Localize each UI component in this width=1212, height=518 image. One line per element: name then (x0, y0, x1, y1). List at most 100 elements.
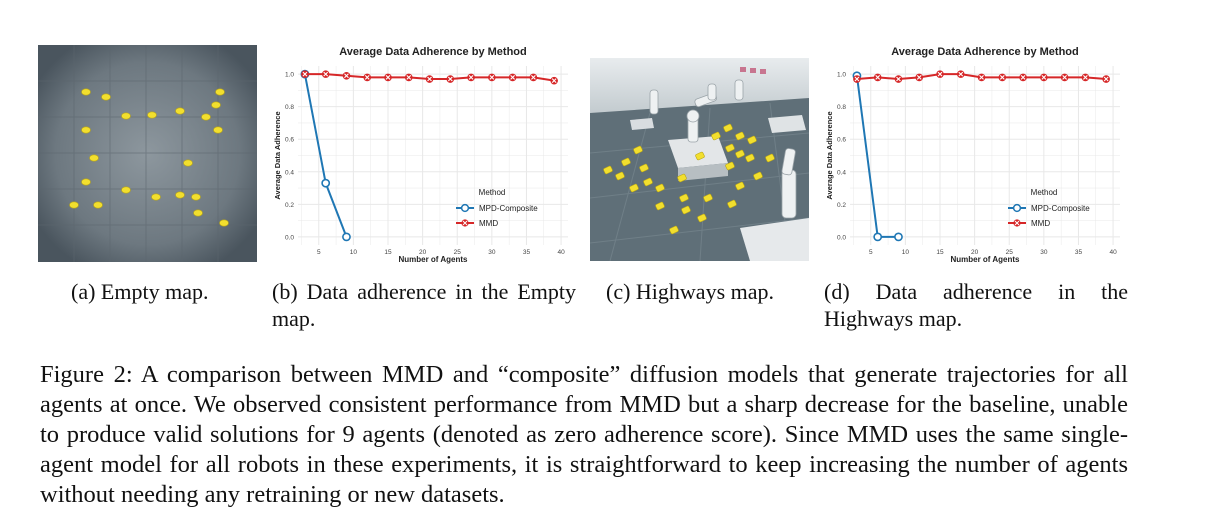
agent-marker (81, 126, 91, 134)
agent-marker (711, 131, 721, 141)
x-tick-label: 35 (523, 249, 531, 256)
y-tick-label: 0.8 (837, 104, 846, 111)
agent-marker (735, 181, 745, 191)
agent-marker (89, 154, 99, 162)
empty-map-render (38, 45, 257, 262)
data-point-mmd (956, 70, 965, 78)
agent-marker (697, 213, 707, 223)
agent-marker (725, 161, 735, 171)
agent-marker (629, 183, 639, 193)
empty-map-image (38, 45, 257, 262)
grid-lines (298, 66, 568, 245)
figure-caption: Figure 2: A comparison between MMD and “… (40, 360, 1128, 510)
legend-entry: MMD (479, 219, 498, 228)
chart-highways-map: Average Data Adherence by Method 0.0 0.2 0.… (820, 40, 1130, 265)
data-point-mmd (853, 75, 861, 83)
y-axis-label: Average Data Adherence (273, 111, 282, 199)
agent-marker (765, 153, 775, 163)
agent-marker (669, 225, 679, 235)
data-point-mmd (936, 70, 944, 78)
legend-entry: MPD-Composite (1031, 204, 1090, 213)
agent-marker (735, 149, 745, 159)
y-axis-label: Average Data Adherence (825, 111, 834, 199)
adherence-chart-empty: Average Data Adherence by Method 0.0 0.2 0.… (273, 46, 568, 264)
agent-marker (633, 145, 643, 155)
agent-marker (175, 191, 185, 199)
data-point-mmd (529, 73, 538, 82)
agent-marker (725, 143, 735, 153)
agent-marker (147, 111, 157, 119)
data-point-mmd (873, 73, 882, 82)
agent-marker (69, 201, 79, 209)
y-tick-label: 1.0 (285, 72, 294, 79)
data-point-mmd (977, 73, 986, 82)
adherence-chart-highways: Average Data Adherence by Method 0.0 0.2 0.… (825, 46, 1120, 264)
subcaption-d: (d) Data adherence in the Highways map. (824, 279, 1128, 331)
agent-marker (175, 107, 185, 115)
data-point-mmd (301, 70, 309, 78)
x-tick-label: 10 (350, 249, 358, 256)
data-point-mmd (467, 73, 475, 82)
agent-marker (655, 201, 665, 211)
x-tick-label: 25 (454, 249, 462, 256)
data-point-mmd (1060, 73, 1069, 82)
data-point-mmd (321, 70, 330, 78)
agent-marker (643, 177, 653, 187)
highways-map-render (590, 58, 809, 261)
x-tick-label: 40 (1109, 249, 1117, 256)
x-tick-label: 40 (557, 249, 565, 256)
x-tick-label: 30 (488, 249, 496, 256)
agent-marker (677, 173, 687, 183)
y-tick-label: 0.2 (837, 202, 846, 209)
subcaption-b: (b) Data adherence in the Empty map. (272, 279, 576, 331)
agent-marker (81, 178, 91, 186)
data-point-mmd (1019, 73, 1027, 82)
chart-empty-map: Average Data Adherence by Method 0.0 0.2 0.… (268, 40, 578, 265)
data-point-mmd (915, 73, 924, 82)
y-tick-label: 0.4 (285, 169, 294, 176)
y-tick-label: 0.4 (837, 169, 846, 176)
agent-marker (121, 186, 131, 194)
agent-marker (747, 135, 757, 145)
agent-marker (615, 171, 625, 181)
data-point-mpd-composite (894, 232, 903, 242)
data-point-mmd (550, 76, 558, 85)
data-point-mpd-composite (321, 178, 331, 188)
x-tick-label: 5 (317, 249, 321, 256)
data-point-mmd (342, 71, 351, 80)
legend: Method MPD-Composite MMD (1008, 188, 1090, 228)
subcaption-c: (c) Highways map. (606, 279, 775, 304)
legend-entry: MMD (1031, 219, 1050, 228)
y-tick-label: 0.8 (285, 104, 294, 111)
agent-marker (727, 199, 737, 209)
x-tick-label: 25 (1006, 249, 1014, 256)
data-point-mmd (1102, 75, 1110, 83)
agent-marker (213, 126, 223, 134)
chart-title: Average Data Adherence by Method (891, 46, 1078, 58)
agent-marker (211, 101, 221, 109)
data-point-mmd (446, 75, 455, 83)
agent-marker (183, 159, 193, 167)
agent-marker (639, 163, 649, 173)
legend-entry: MPD-Composite (479, 204, 538, 213)
legend-title: Method (479, 188, 506, 197)
y-tick-label: 0.6 (837, 137, 846, 144)
data-point-mpd-composite (342, 232, 351, 242)
agent-marker (655, 183, 665, 193)
data-point-mmd (384, 73, 392, 82)
agent-marker (621, 157, 631, 167)
agent-marker (679, 193, 689, 203)
x-tick-label: 30 (1040, 249, 1048, 256)
y-tick-label: 0.0 (837, 234, 846, 241)
caption-prefix: Figure 2: (40, 361, 133, 388)
series-line-mpd-composite (855, 75, 899, 238)
x-axis-label: Number of Agents (398, 255, 468, 264)
y-tick-label: 0.6 (285, 137, 294, 144)
agent-marker (603, 165, 613, 175)
data-point-mmd (425, 75, 434, 83)
agent-marker (703, 193, 713, 203)
agent-marker (191, 193, 201, 201)
x-tick-label: 20 (971, 249, 979, 256)
agent-marker (695, 151, 705, 161)
x-tick-label: 15 (384, 249, 392, 256)
